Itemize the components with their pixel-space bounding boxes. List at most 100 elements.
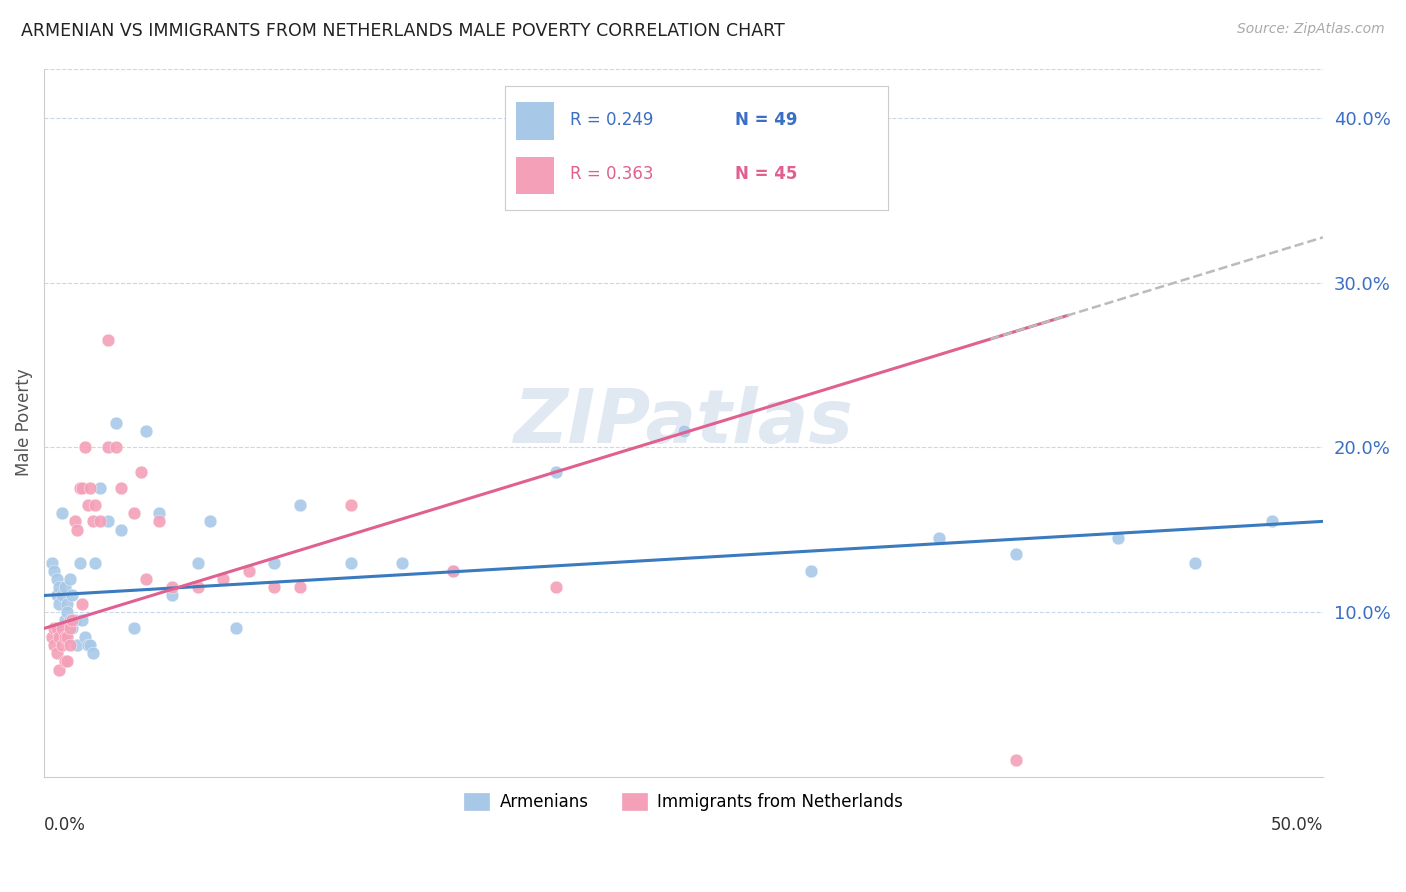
- Point: [263, 556, 285, 570]
- Point: [56, 654, 79, 668]
- Point: [53, 580, 76, 594]
- Point: [89, 482, 111, 496]
- Point: [53, 630, 76, 644]
- Point: [263, 580, 285, 594]
- Point: [51, 506, 73, 520]
- Point: [122, 506, 145, 520]
- Point: [56, 630, 79, 644]
- Point: [48, 663, 70, 677]
- Point: [60, 589, 83, 603]
- Point: [1107, 531, 1129, 545]
- Point: [212, 572, 235, 586]
- Point: [76, 638, 98, 652]
- Point: [73, 630, 96, 644]
- Point: [53, 654, 76, 668]
- Point: [45, 646, 67, 660]
- Legend: Armenians, Immigrants from Netherlands: Armenians, Immigrants from Netherlands: [458, 787, 910, 818]
- Point: [187, 580, 209, 594]
- Point: [60, 622, 83, 636]
- Point: [53, 613, 76, 627]
- Text: 0.0%: 0.0%: [44, 815, 86, 833]
- Point: [104, 440, 127, 454]
- Point: [44, 638, 66, 652]
- Point: [391, 556, 413, 570]
- Point: [97, 515, 120, 529]
- Point: [51, 638, 73, 652]
- Point: [72, 482, 94, 496]
- Point: [60, 613, 83, 627]
- Point: [928, 531, 950, 545]
- Point: [45, 589, 67, 603]
- Point: [1005, 753, 1028, 767]
- Point: [97, 333, 120, 347]
- Point: [225, 622, 247, 636]
- Point: [544, 465, 567, 479]
- Point: [238, 564, 260, 578]
- Point: [800, 564, 823, 578]
- Point: [73, 440, 96, 454]
- Point: [84, 556, 107, 570]
- Text: Source: ZipAtlas.com: Source: ZipAtlas.com: [1237, 22, 1385, 37]
- Point: [56, 597, 79, 611]
- Point: [59, 572, 82, 586]
- Point: [200, 515, 222, 529]
- Text: ARMENIAN VS IMMIGRANTS FROM NETHERLANDS MALE POVERTY CORRELATION CHART: ARMENIAN VS IMMIGRANTS FROM NETHERLANDS …: [21, 22, 785, 40]
- Point: [148, 506, 170, 520]
- Point: [69, 556, 91, 570]
- Text: ZIPatlas: ZIPatlas: [513, 386, 853, 459]
- Point: [84, 498, 107, 512]
- Point: [45, 622, 67, 636]
- Point: [82, 646, 104, 660]
- Point: [288, 580, 311, 594]
- Point: [48, 580, 70, 594]
- Point: [148, 515, 170, 529]
- Point: [41, 630, 63, 644]
- Point: [672, 424, 695, 438]
- Point: [340, 556, 363, 570]
- Point: [82, 515, 104, 529]
- Point: [441, 564, 464, 578]
- Point: [72, 613, 94, 627]
- Point: [66, 523, 89, 537]
- Point: [135, 572, 157, 586]
- Point: [110, 482, 132, 496]
- Point: [104, 416, 127, 430]
- Point: [51, 589, 73, 603]
- Point: [63, 515, 86, 529]
- Point: [160, 589, 183, 603]
- Point: [51, 622, 73, 636]
- Point: [544, 580, 567, 594]
- Point: [63, 613, 86, 627]
- Text: 50.0%: 50.0%: [1271, 815, 1323, 833]
- Point: [97, 440, 120, 454]
- Point: [59, 622, 82, 636]
- Point: [48, 630, 70, 644]
- Point: [340, 498, 363, 512]
- Point: [122, 622, 145, 636]
- Point: [110, 523, 132, 537]
- Y-axis label: Male Poverty: Male Poverty: [15, 368, 32, 476]
- Point: [72, 597, 94, 611]
- Point: [131, 465, 153, 479]
- Point: [1261, 515, 1284, 529]
- Point: [44, 564, 66, 578]
- Point: [441, 564, 464, 578]
- Point: [89, 515, 111, 529]
- Point: [1184, 556, 1206, 570]
- Point: [288, 498, 311, 512]
- Point: [79, 638, 101, 652]
- Point: [41, 556, 63, 570]
- Point: [66, 638, 89, 652]
- Point: [44, 622, 66, 636]
- Point: [59, 638, 82, 652]
- Point: [59, 613, 82, 627]
- Point: [160, 580, 183, 594]
- Point: [48, 597, 70, 611]
- Point: [45, 572, 67, 586]
- Point: [69, 482, 91, 496]
- Point: [187, 556, 209, 570]
- Point: [56, 605, 79, 619]
- Point: [135, 424, 157, 438]
- Point: [1005, 547, 1028, 561]
- Point: [76, 498, 98, 512]
